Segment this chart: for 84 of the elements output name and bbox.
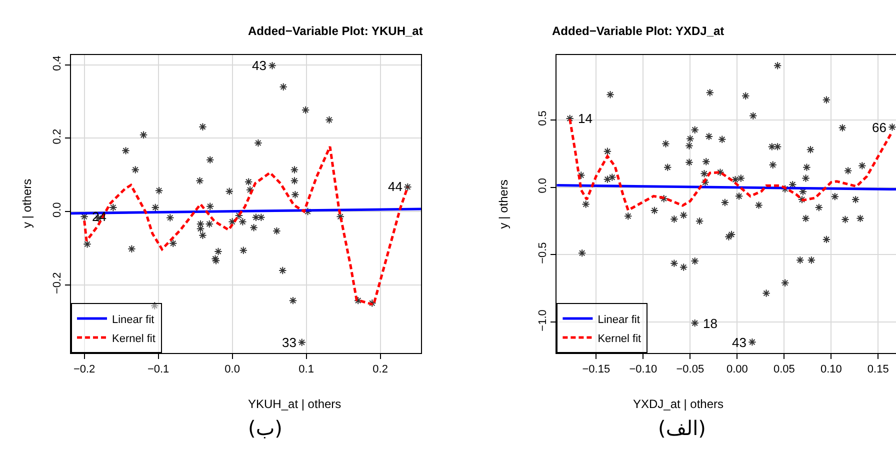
point [198,122,207,131]
point [290,176,299,185]
x-tick-label: −0.2 [73,363,96,376]
point [166,214,174,222]
point [244,178,253,186]
point [205,220,214,228]
y-tick-label: −0.5 [537,242,550,264]
point [198,231,207,240]
point [214,247,222,256]
x-tick-label: 0.1 [298,363,314,376]
x-tick-label: 0.10 [820,363,842,376]
x-tick-label: −0.05 [676,363,704,376]
point [301,106,310,114]
x-tick-label: 0.00 [726,363,748,376]
point [268,62,276,70]
point [225,187,234,196]
y-tick-label: 0.2 [52,128,64,144]
y-tick-label: 0.4 [52,56,64,71]
x-tick-label: −0.1 [147,363,170,376]
x-axis-title: YKUH_at | others [248,397,342,411]
point [150,302,159,310]
x-tick-label: 0.2 [372,363,388,376]
y-tick-label: 0.0 [52,202,64,218]
y-tick-label: −0.2 [52,272,64,294]
point [298,338,306,346]
annotation: 18 [703,316,718,331]
point [169,239,178,248]
annotation: 44 [388,179,402,194]
point [304,207,312,216]
line-series [83,145,409,306]
point [211,254,220,263]
chart-title: Added−Variable Plot: YXDJ_at [552,24,724,38]
y-axis-title: y | others [496,180,511,229]
point [128,244,136,253]
text: (الف) [658,416,706,440]
annotation: 66 [872,120,886,135]
point [151,203,160,212]
point [122,146,130,155]
legend-label: Linear fit [112,314,154,326]
annotation: 43 [732,335,746,350]
point [246,186,254,194]
x-tick-label: −0.15 [582,363,610,376]
point [279,82,288,91]
point [272,226,281,236]
point [288,296,298,305]
chart-title: Added−Variable Plot: YKUH_at [248,24,423,38]
point [212,256,220,265]
point [196,176,204,185]
y-tick-label: −1.0 [537,310,550,332]
point [290,166,299,174]
x-axis-title: YXDJ_at | others [633,397,724,411]
point [250,224,258,232]
x-tick-label: 0.05 [773,363,795,376]
y-tick-label: 0.5 [537,110,550,126]
point [278,266,287,275]
point [206,156,214,164]
point [404,182,412,192]
annotation: 43 [252,58,266,73]
point [139,130,148,140]
y-axis-title: y | others [20,178,34,228]
annotation: 14 [578,111,592,126]
point [368,299,376,308]
point [336,212,344,221]
point [325,116,334,124]
point [254,138,262,148]
point [239,246,248,254]
point [154,186,164,195]
x-tick-label: 0.0 [224,363,240,376]
x-tick-label: −0.10 [629,363,658,376]
x-tick-label: 0.15 [867,363,889,376]
point [206,202,214,210]
y-tick-label: 0.0 [537,178,550,194]
text: (ب) [248,416,282,440]
point [291,190,300,199]
point [131,166,140,174]
point [83,240,92,248]
point [234,211,244,220]
legend-label: Kernel fit [598,332,642,345]
point [238,218,247,226]
legend-label: Kernel fit [112,332,156,345]
point [109,203,118,212]
point [228,218,236,226]
legend-label: Linear fit [598,314,640,326]
annotation: 33 [282,335,296,350]
